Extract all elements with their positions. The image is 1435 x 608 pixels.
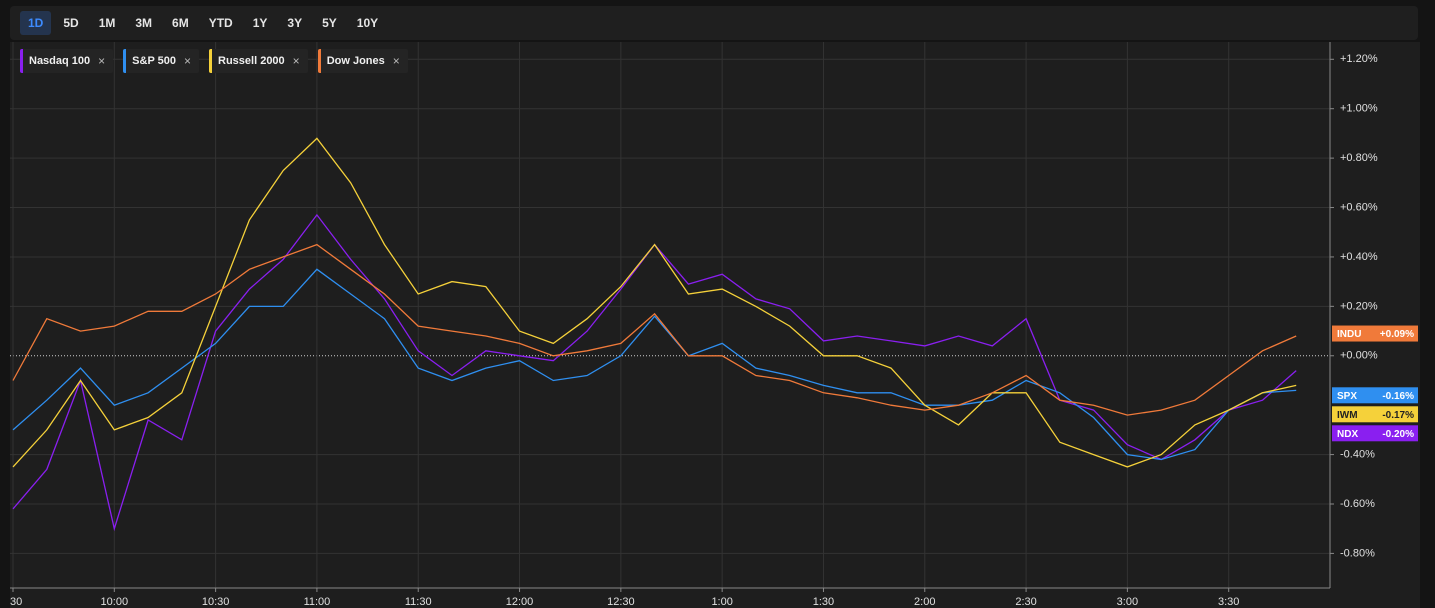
series-line [12,268,1297,461]
x-tick-label: 11:00 [304,596,331,608]
x-tick-label: 2:00 [914,596,935,608]
legend-label: Russell 2000 [218,55,285,67]
last-value-badge [1332,325,1418,342]
x-tick-label: 10:30 [202,596,230,608]
series-line [12,243,1297,416]
y-tick-label: -0.40% [1340,448,1375,460]
chart-background [10,42,1420,608]
legend-remove[interactable]: × [292,54,300,68]
timeframe-toolbar: 1D 5D 1M 3M 6M YTD 1Y 3Y 5Y 10Y [10,6,1418,40]
x-tick-label: 10:00 [101,596,129,608]
legend-remove[interactable]: × [98,54,106,68]
timeframe-button[interactable]: YTD [208,16,233,30]
y-tick-label: +0.40% [1340,251,1378,263]
x-tick-label: 12:30 [607,596,635,608]
badge-symbol: SPX [1337,391,1357,402]
badge-symbol: IWM [1337,410,1358,421]
last-value-badge [1332,387,1418,404]
x-tick-label: 1:00 [711,596,732,608]
legend-remove[interactable]: × [184,54,192,68]
timeframe-button[interactable]: 1Y [252,16,268,30]
badge-value: -0.16% [1382,391,1414,402]
legend-item[interactable]: Dow Jones × [317,49,408,73]
legend-label: Dow Jones [326,55,385,67]
badge-symbol: NDX [1337,429,1358,440]
x-tick-label: 1:30 [813,596,834,608]
last-value-badge [1332,406,1418,423]
timeframe-button[interactable]: 3M [135,16,153,30]
x-tick-label: 3:00 [1117,596,1138,608]
timeframe-button[interactable]: 1M [98,16,116,30]
badge-value: -0.20% [1382,429,1414,440]
badge-value: -0.17% [1382,410,1414,421]
timeframe-button[interactable]: 3Y [287,16,303,30]
timeframe-button[interactable]: 5Y [322,16,337,30]
series-line [12,137,1297,468]
x-tick-label: 11:30 [405,596,432,608]
y-tick-label: -0.80% [1340,547,1375,559]
timeframe-button[interactable]: 1D [20,11,52,35]
y-tick-label: +0.00% [1340,350,1378,362]
legend-item[interactable]: Nasdaq 100 × [20,49,114,73]
legend: Nasdaq 100 × S&P 500 × Russell 2000 × Dow Jone… [20,49,408,73]
badge-symbol: INDU [1337,329,1361,340]
badge-value: +0.09% [1380,329,1414,340]
y-tick-label: -0.60% [1340,498,1375,510]
timeframe-button[interactable]: 10Y [356,16,379,30]
legend-remove[interactable]: × [392,54,400,68]
last-value-badge [1332,425,1418,442]
y-tick-label: +1.20% [1340,53,1378,65]
legend-item[interactable]: S&P 500 × [123,49,200,73]
timeframe-button[interactable]: 5D [63,16,79,30]
y-tick-label: +0.80% [1340,152,1378,164]
x-tick-label: 2:30 [1015,596,1036,608]
x-tick-label: 30 [10,596,22,608]
x-tick-label: 3:30 [1218,596,1239,608]
y-tick-label: +0.60% [1340,201,1378,213]
timeframe-button[interactable]: 6M [172,16,189,30]
legend-label: Nasdaq 100 [29,55,91,67]
y-tick-label: +1.00% [1340,103,1378,115]
legend-label: S&P 500 [132,55,176,67]
y-tick-label: +0.20% [1340,300,1378,312]
legend-item[interactable]: Russell 2000 × [209,49,308,73]
x-tick-label: 12:00 [506,596,534,608]
